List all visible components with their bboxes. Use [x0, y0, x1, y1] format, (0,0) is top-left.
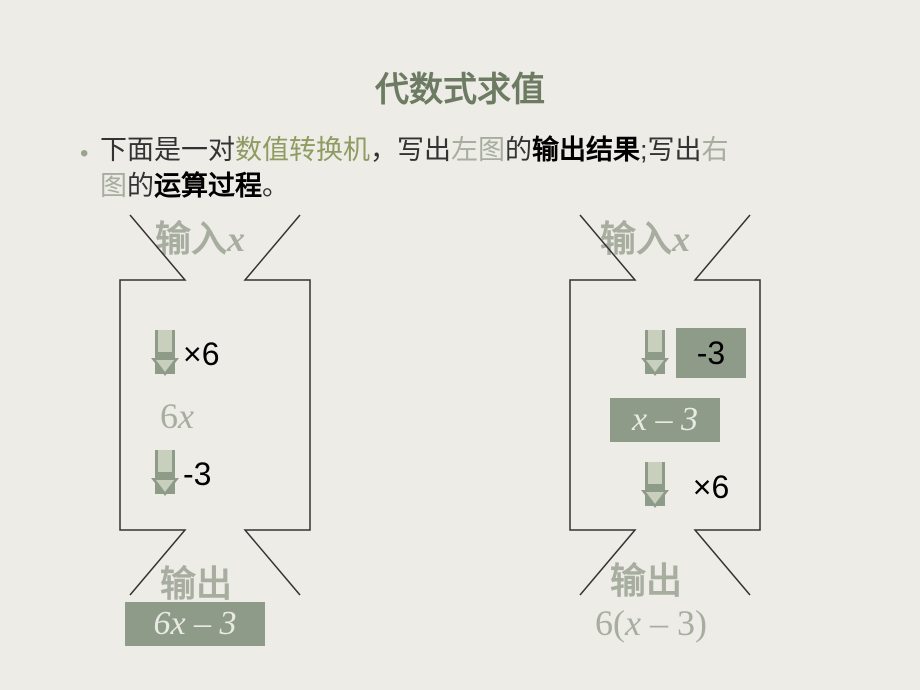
subtitle: 下面是一对数值转换机，写出左图的输出结果;写出右图的运算过程。 — [80, 132, 880, 205]
subtitle-p5: 的 — [505, 135, 532, 165]
subtitle-p4: 左图 — [451, 135, 505, 165]
right-mid-expr: x – 3 — [632, 401, 698, 439]
subtitle-p7: ;写出 — [640, 135, 702, 165]
down-arrow-icon — [645, 330, 665, 374]
left-machine: 输入x ×6 6x -3 输出 6x – 3 — [80, 200, 380, 680]
down-arrow-icon — [645, 462, 665, 506]
left-result-box: 6x – 3 — [125, 602, 265, 646]
right-op1-box: -3 — [676, 328, 746, 378]
right-op1: -3 — [697, 335, 725, 372]
right-op2-box: ×6 — [676, 462, 746, 512]
left-result: 6x – 3 — [153, 605, 236, 643]
subtitle-p12: 。 — [262, 171, 289, 201]
subtitle-p10: 的 — [127, 171, 154, 201]
right-machine: 输入x -3 x – 3 ×6 输出 6(x – 3) — [540, 200, 840, 680]
right-output-label: 输出 — [610, 552, 682, 604]
left-mid-expr: 6x — [160, 395, 194, 437]
subtitle-p1: 下面是一对 — [100, 135, 235, 165]
left-op1: ×6 — [183, 336, 219, 373]
subtitle-p8: 右 — [702, 135, 729, 165]
left-op2: -3 — [183, 456, 211, 493]
subtitle-p3: ，写出 — [370, 135, 451, 165]
subtitle-p6: 输出结果 — [532, 135, 640, 165]
page-title: 代数式求值 — [0, 62, 920, 111]
subtitle-p11: 运算过程 — [154, 171, 262, 201]
down-arrow-icon — [155, 330, 175, 374]
right-mid-box: x – 3 — [610, 398, 720, 442]
subtitle-p2: 数值转换机 — [235, 135, 370, 165]
left-output-label: 输出 — [160, 555, 232, 607]
right-result: 6(x – 3) — [595, 602, 707, 644]
down-arrow-icon — [155, 450, 175, 494]
right-op2: ×6 — [693, 469, 729, 506]
subtitle-p9: 图 — [80, 171, 127, 201]
